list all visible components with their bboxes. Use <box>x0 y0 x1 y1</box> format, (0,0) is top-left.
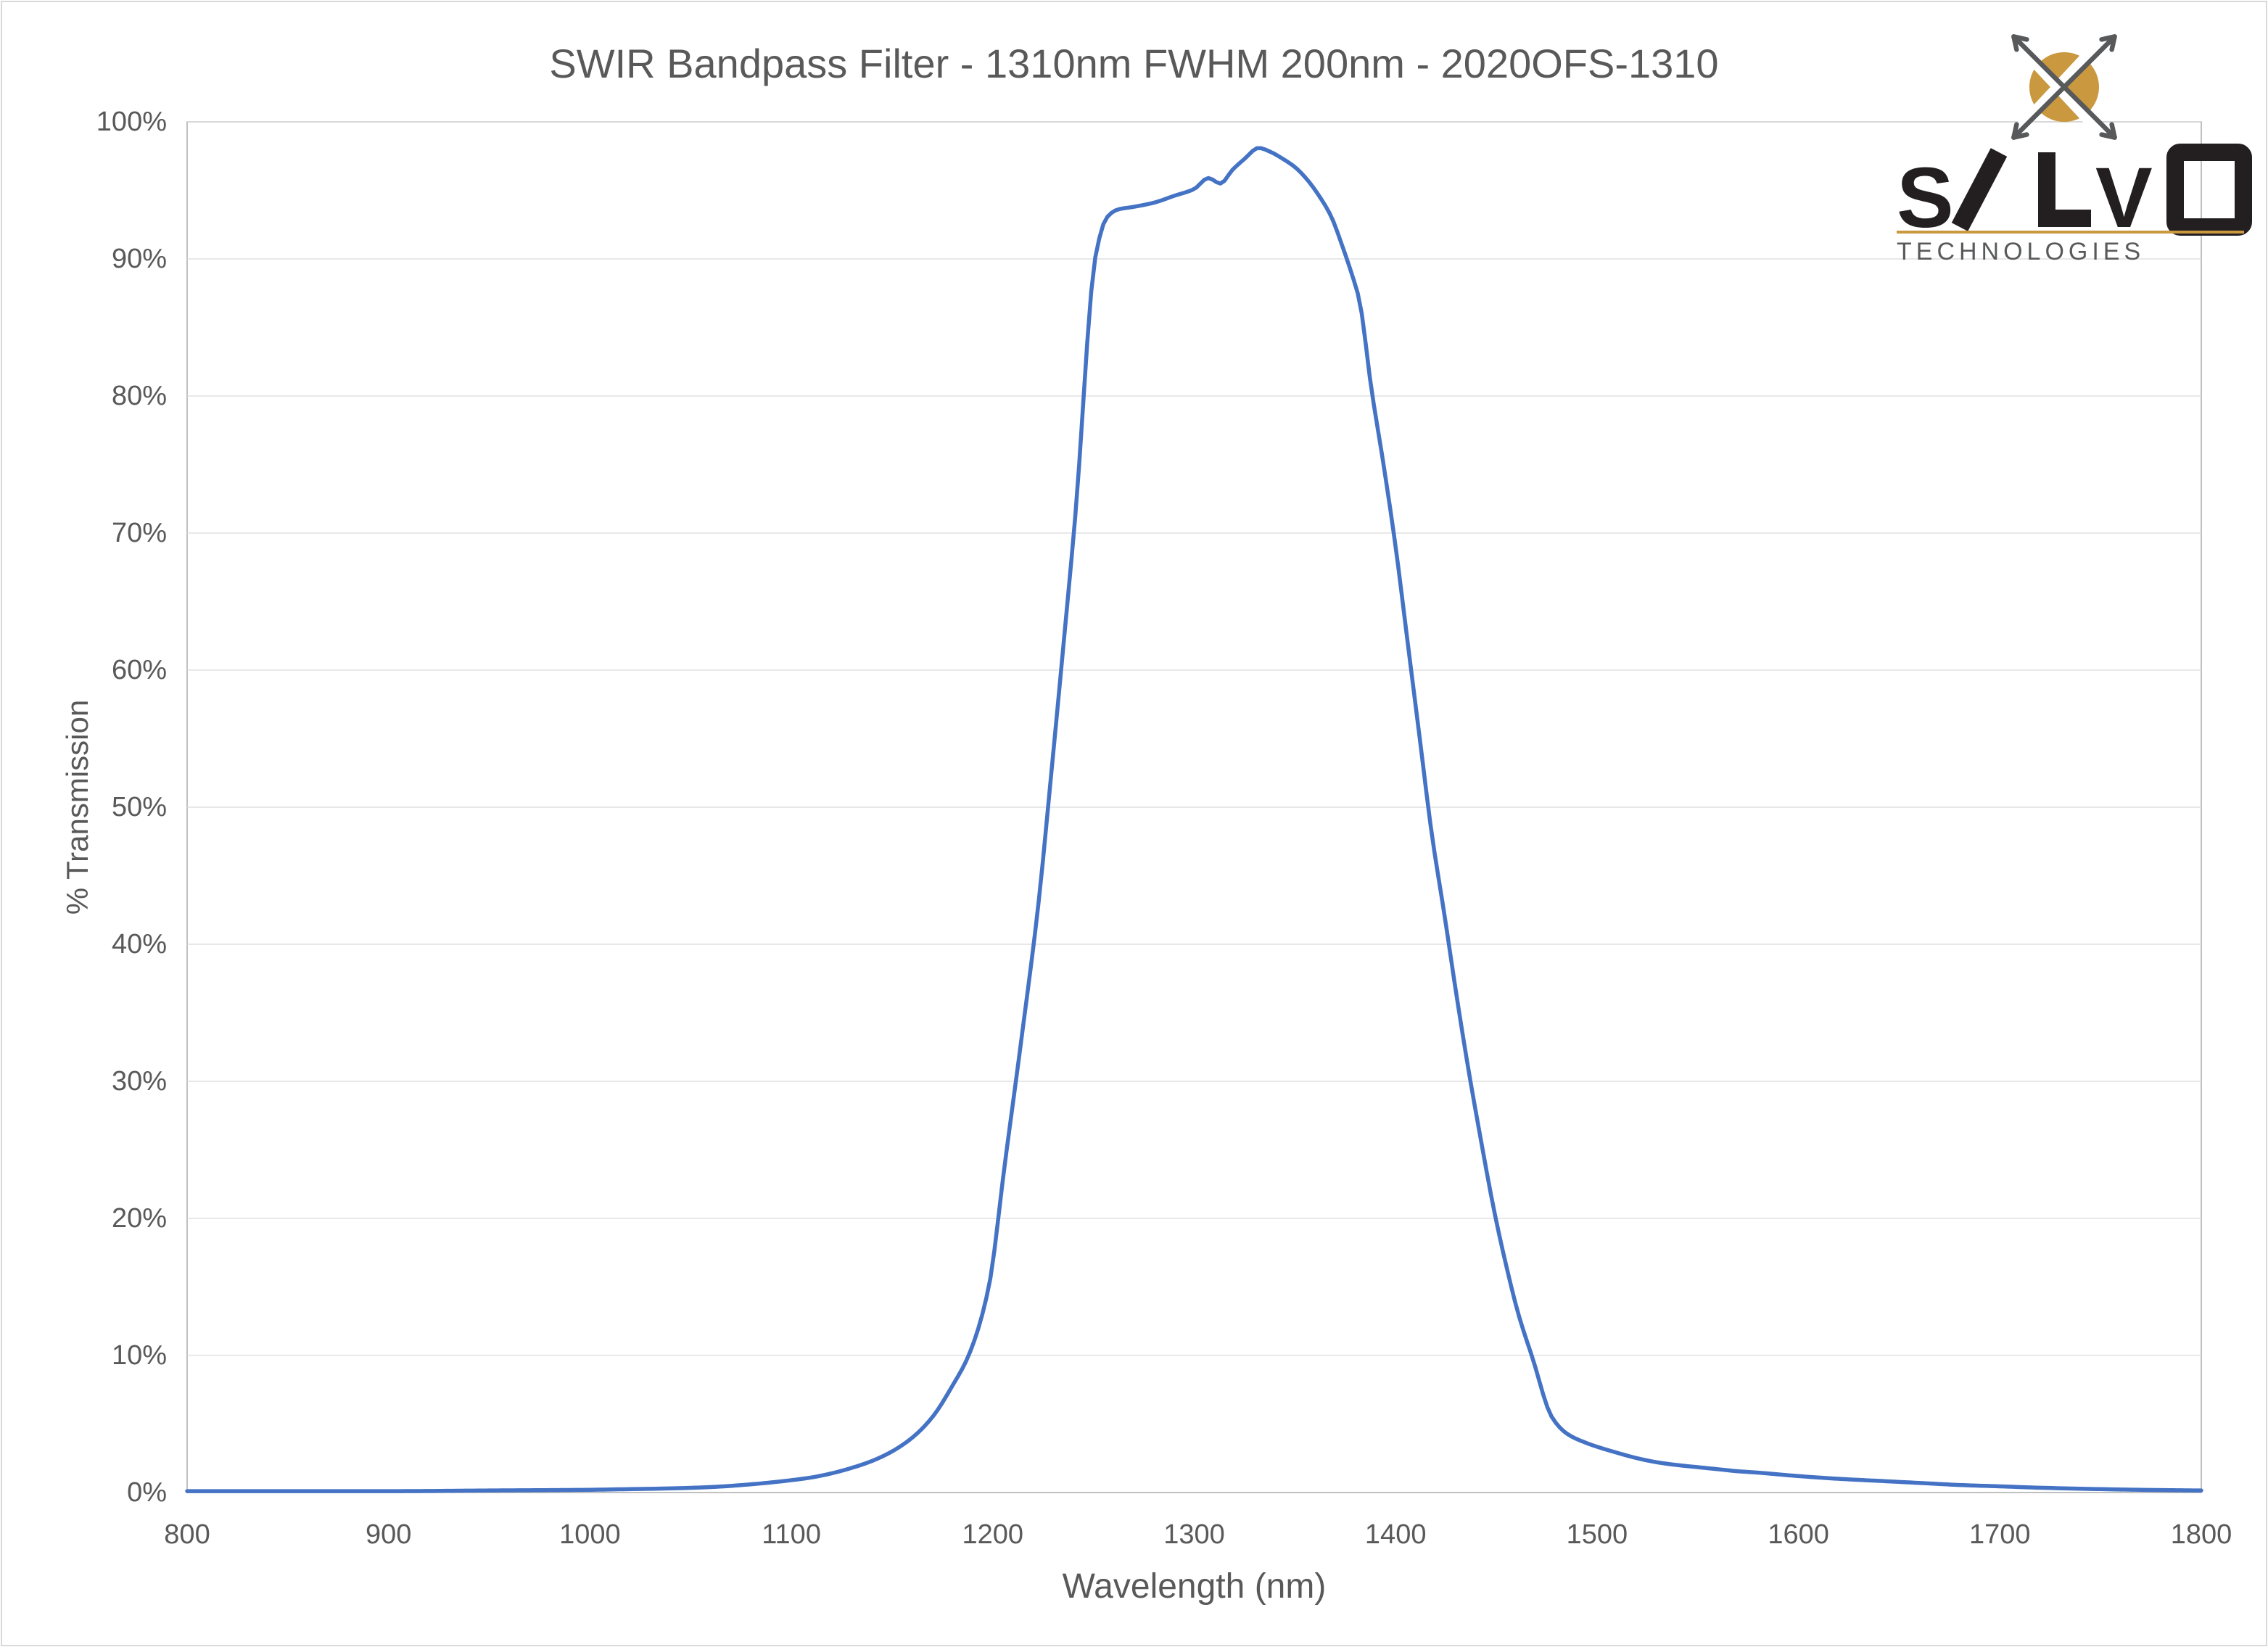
svg-text:800: 800 <box>164 1519 210 1550</box>
svg-text:1700: 1700 <box>1969 1519 2031 1550</box>
svg-text:900: 900 <box>366 1519 411 1550</box>
svg-text:100%: 100% <box>96 107 167 137</box>
svg-text:30%: 30% <box>112 1066 167 1097</box>
svg-text:90%: 90% <box>112 244 167 274</box>
svg-text:1000: 1000 <box>559 1519 621 1550</box>
svg-text:0%: 0% <box>127 1477 167 1508</box>
svg-text:50%: 50% <box>112 792 167 822</box>
svg-text:1100: 1100 <box>762 1519 821 1550</box>
svg-text:1600: 1600 <box>1768 1519 1829 1550</box>
svg-text:1300: 1300 <box>1163 1519 1225 1550</box>
svg-text:1800: 1800 <box>2171 1519 2232 1550</box>
svg-text:1200: 1200 <box>962 1519 1024 1550</box>
svg-text:80%: 80% <box>112 381 167 411</box>
svg-text:20%: 20% <box>112 1203 167 1234</box>
svg-text:1500: 1500 <box>1567 1519 1628 1550</box>
svg-text:70%: 70% <box>112 518 167 548</box>
svg-text:TECHNOLOGIES: TECHNOLOGIES <box>1897 238 2145 265</box>
svg-text:60%: 60% <box>112 655 167 685</box>
svg-text:10%: 10% <box>112 1340 167 1371</box>
svg-text:1400: 1400 <box>1365 1519 1427 1550</box>
svg-text:40%: 40% <box>112 929 167 959</box>
